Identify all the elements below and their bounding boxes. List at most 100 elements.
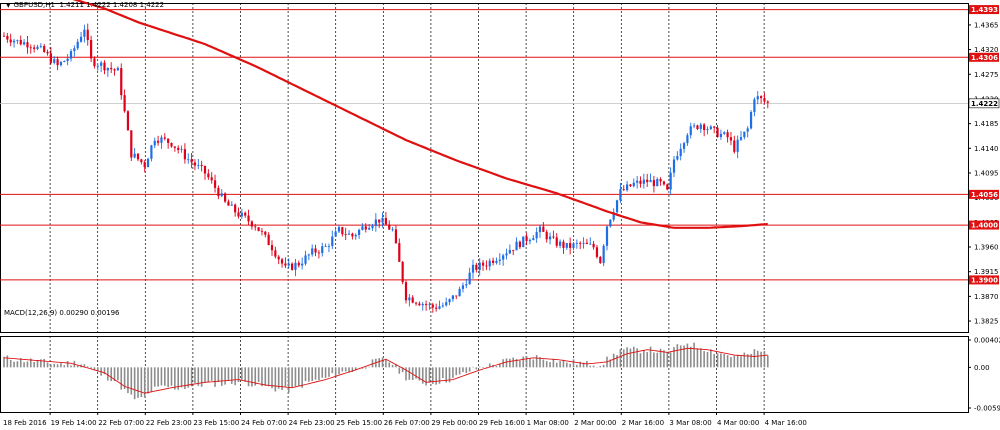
symbol-timeframe: GBPUSD,H1 [13,1,55,9]
macd-axis-label: 0.00 [974,364,990,372]
candle-body [729,137,733,141]
price-axis-label: 1.4095 [974,169,999,177]
candle-body [304,255,307,264]
candle-body [250,221,253,227]
candle-body [291,263,294,270]
candle-body [408,297,411,301]
candle-body [167,138,170,143]
candle-body [79,36,83,42]
candle-body [448,299,451,303]
candle-body [414,302,418,304]
candle-body [143,162,146,168]
candle-body [760,96,763,99]
candle-body [559,241,562,246]
level-price-label: 1.4000 [971,222,998,230]
candle-body [93,58,96,67]
candle-body [277,256,280,260]
candle-body [495,260,498,263]
time-axis-label: 24 Feb 07:00 [241,419,287,427]
candle-body [378,219,381,223]
candle-body [160,137,163,143]
candle-body [224,193,227,202]
candle-body [351,233,354,237]
candle-body [76,41,79,49]
candle-body [163,137,166,139]
candle-body [86,29,89,41]
candle-body [334,231,337,237]
candle-body [311,248,314,255]
candle-body [301,263,304,266]
candle-body [646,179,649,183]
candle-body [371,225,374,229]
candle-body [133,153,136,158]
candle-body [716,127,719,138]
moving-average-line [72,0,768,229]
time-axis-label: 25 Feb 15:00 [336,419,382,427]
level-price-label: 1.4056 [971,191,998,199]
time-axis-label: 19 Feb 14:00 [51,419,97,427]
candle-body [297,262,300,266]
candle-body [552,236,555,238]
time-axis-label: 4 Mar 16:00 [765,419,807,427]
chart-header: ▼ GBPUSD,H1 1.4211 1.4222 1.4208 1.4222 [6,1,164,9]
candle-body [324,246,327,247]
candle-body [43,46,46,52]
candle-body [6,35,9,40]
candle-body [471,264,475,273]
candle-body [502,255,505,260]
candle-body [726,132,729,138]
candle-body [421,303,424,306]
candle-body [589,243,592,245]
candle-body [274,250,277,257]
candle-body [659,179,662,182]
candle-body [706,129,709,131]
candle-body [461,285,465,289]
level-price-tag [969,275,999,285]
candle-body [595,247,599,257]
candle-body [187,159,190,161]
candle-body [327,246,331,247]
candle-body [280,259,284,264]
candle-body [381,217,384,223]
candle-body [33,47,36,49]
candle-body [548,236,552,240]
candle-body [418,303,421,306]
macd-signal-line [3,347,768,394]
price-axis-label: 1.3870 [974,293,999,301]
candle-body [528,240,532,242]
candle-body [190,159,193,163]
candle-body [425,303,428,305]
candle-body [465,284,468,286]
candle-body [391,229,394,231]
candle-body [200,164,203,166]
candle-body [314,248,317,253]
candle-body [150,145,153,159]
candle-body [284,263,287,266]
candle-body [431,304,434,308]
candle-body [719,133,722,138]
price-axis-label: 1.3825 [974,318,999,326]
candle-body [106,67,109,71]
candle-body [260,230,264,232]
candle-body [649,180,652,183]
candle-body [723,132,726,134]
candle-body [23,42,26,45]
candle-body [686,135,689,144]
candle-body [575,243,578,244]
candle-body [244,212,247,216]
candle-body [354,234,357,237]
candle-body [136,153,140,160]
candle-body [394,229,398,244]
candle-body [455,295,458,297]
candle-body [347,233,351,235]
candle-body [763,98,766,102]
candle-body [157,140,160,143]
candle-body [361,226,364,230]
candle-body [435,307,438,309]
candle-body [441,305,444,307]
candle-body [508,249,511,254]
candle-body [512,249,515,251]
price-axis-label: 1.4275 [974,71,999,79]
